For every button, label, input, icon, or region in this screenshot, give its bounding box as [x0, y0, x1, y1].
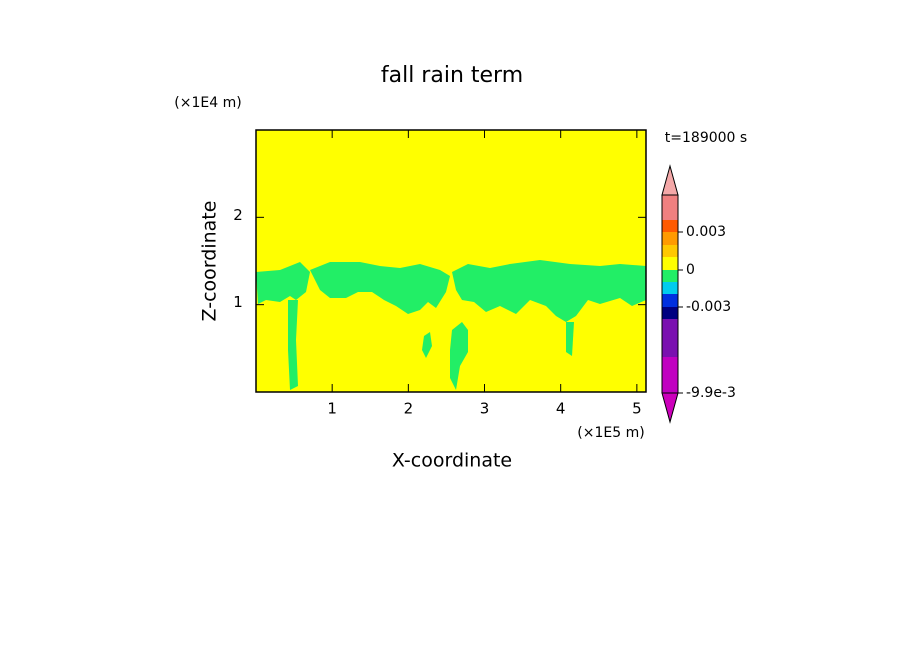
colorbar-segment	[662, 195, 678, 220]
colorbar-extend	[661, 164, 679, 196]
colorbar-tick-label: -9.9e-3	[686, 385, 736, 401]
colorbar-segment	[662, 270, 678, 282]
x-unit: (×1E5 m)	[577, 425, 644, 441]
y-unit: (×1E4 m)	[174, 95, 241, 111]
plot-frame	[255, 129, 647, 393]
colorbar-tick-label: -0.003	[686, 299, 731, 315]
colorbar-segment	[662, 357, 678, 393]
x-tick-label: 1	[327, 400, 337, 418]
colorbar-frame	[661, 194, 679, 394]
colorbar-segment	[662, 257, 678, 270]
y-tick-label: 1	[233, 293, 243, 311]
colorbar-segment	[662, 307, 678, 319]
time-label: t=189000 s	[665, 130, 747, 146]
y-tick-label: 2	[233, 206, 243, 224]
x-tick-label: 2	[404, 400, 414, 418]
colorbar-segment	[662, 282, 678, 294]
colorbar-segment	[662, 220, 678, 232]
x-tick-label: 4	[556, 400, 566, 418]
colorbar-extend	[661, 392, 679, 424]
colorbar-segment	[662, 319, 678, 357]
x-axis-title: X-coordinate	[392, 450, 512, 472]
colorbar: -9.9e-3 -0.003 0 0.003	[661, 164, 736, 424]
colorbar-tick-label: 0.003	[686, 224, 726, 240]
colorbar-segment	[662, 245, 678, 257]
x-tick-label: 3	[480, 400, 490, 418]
x-tick-label: 5	[632, 400, 642, 418]
colorbar-segment	[662, 294, 678, 307]
colorbar-tick-label: 0	[686, 262, 695, 278]
chart-title: fall rain term	[381, 63, 523, 88]
rain-region	[256, 260, 646, 390]
colorbar-segment	[662, 232, 678, 245]
y-axis-title: Z-coordinate	[199, 201, 221, 322]
field	[255, 129, 647, 393]
